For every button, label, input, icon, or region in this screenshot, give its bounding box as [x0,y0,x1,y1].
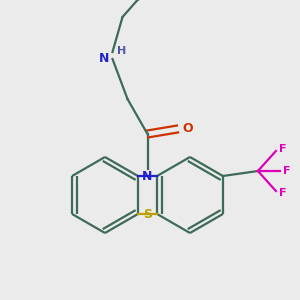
Text: H: H [118,46,127,56]
Text: F: F [283,166,290,176]
Text: O: O [182,122,193,136]
Text: F: F [279,144,286,154]
Text: F: F [279,188,286,198]
Text: N: N [142,169,153,182]
Text: S: S [143,208,152,220]
Text: N: N [99,52,110,65]
